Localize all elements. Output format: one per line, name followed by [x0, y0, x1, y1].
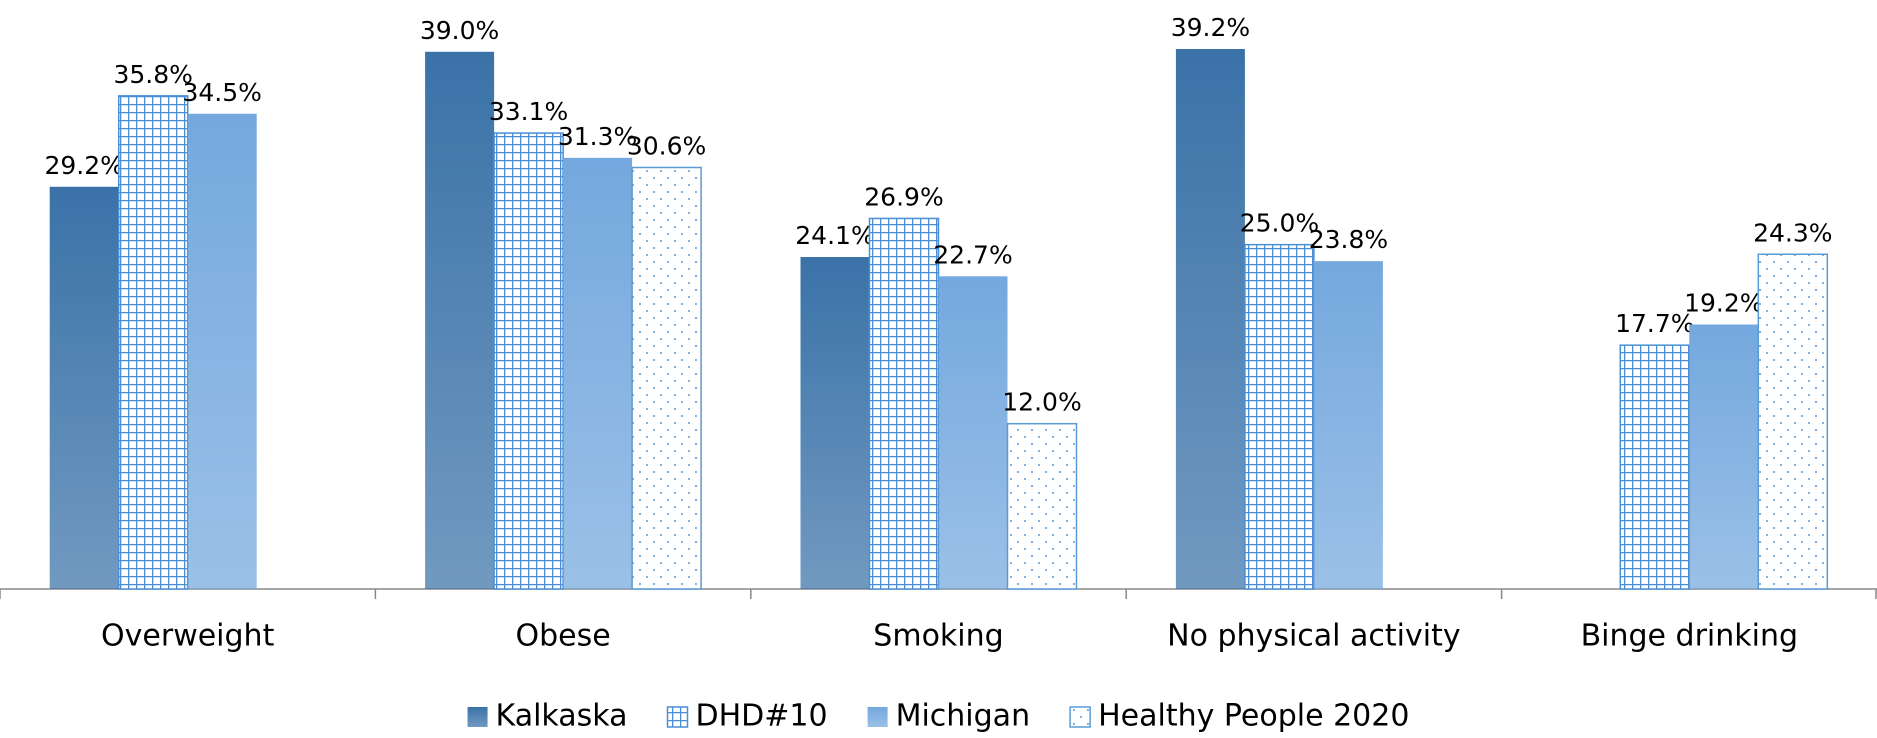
x-tick-label: Overweight [101, 619, 275, 654]
data-label: 33.1% [489, 97, 568, 126]
data-label: 30.6% [627, 131, 706, 160]
data-label: 23.8% [1309, 225, 1388, 254]
x-tick-label: Binge drinking [1581, 619, 1798, 654]
bar [868, 217, 940, 590]
data-label: 25.0% [1240, 209, 1319, 238]
legend-marker [867, 707, 888, 727]
bar [1757, 253, 1829, 590]
bar [1175, 49, 1245, 589]
bar [1006, 422, 1078, 590]
bar [938, 276, 1008, 589]
legend-marker [1069, 706, 1091, 728]
legend-label: Kalkaska [496, 699, 628, 734]
data-label: 24.3% [1753, 218, 1832, 247]
bar [117, 95, 189, 590]
bar [800, 257, 870, 589]
data-label: 22.7% [933, 240, 1012, 269]
legend-label: Healthy People 2020 [1098, 699, 1409, 734]
bar [187, 113, 257, 589]
legend-label: DHD#10 [696, 699, 828, 734]
x-tick-label: No physical activity [1167, 619, 1460, 654]
bar [1313, 261, 1383, 589]
x-tick-label: Obese [515, 619, 610, 654]
data-label: 39.0% [420, 16, 499, 45]
bar [493, 132, 564, 590]
data-label: 35.8% [113, 60, 192, 89]
data-label: 39.2% [1171, 13, 1250, 42]
x-tick-label: Smoking [873, 619, 1003, 654]
bar [563, 157, 633, 589]
bar [49, 186, 119, 589]
data-label: 17.7% [1615, 309, 1694, 338]
data-label: 24.1% [795, 221, 874, 250]
data-label: 29.2% [44, 151, 123, 180]
data-label: 12.0% [1002, 388, 1081, 417]
data-label: 31.3% [558, 122, 637, 151]
legend-label: Michigan [896, 699, 1031, 734]
data-label: 19.2% [1684, 289, 1763, 318]
legend-marker [467, 707, 488, 727]
data-label: 26.9% [864, 182, 943, 211]
bar [1244, 243, 1315, 590]
bar [631, 166, 702, 590]
bar [1619, 344, 1691, 590]
bar [425, 51, 495, 589]
data-label: 34.5% [182, 78, 261, 107]
bar [1689, 324, 1759, 589]
legend-marker [666, 706, 689, 728]
